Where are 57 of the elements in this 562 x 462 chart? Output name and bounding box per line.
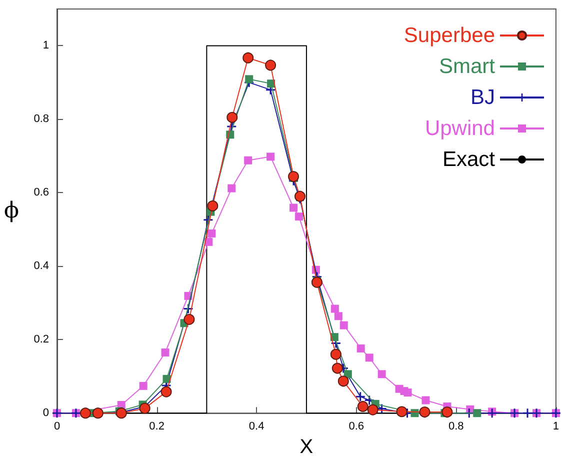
x-tick-label: 0.6 [348,420,364,433]
point [228,184,236,192]
point [523,408,532,418]
point [330,304,339,313]
point [344,370,352,378]
point [288,171,299,182]
point [184,314,195,325]
point [404,388,412,397]
point [365,354,374,362]
legend-label: BJ [470,86,495,109]
x-tick-label: 0 [54,420,60,433]
point [473,409,482,418]
point [265,60,276,71]
point [139,382,148,390]
point [340,321,348,330]
legend-label: Superbee [404,24,495,47]
point [244,156,252,164]
point [207,200,218,212]
point [332,362,343,374]
x-tick-label: 1 [552,420,560,433]
point [422,396,430,404]
point [396,406,408,418]
point [139,402,150,414]
point [334,312,342,320]
y-tick-label: 0.4 [34,260,49,272]
point [356,344,365,352]
point [367,404,378,416]
point [160,386,172,398]
legend-label: Smart [438,55,496,78]
x-tick-label: 0.2 [149,420,164,433]
point [245,75,254,84]
point [338,376,349,387]
y-tick-label: 1 [42,40,49,52]
point [161,348,170,356]
y-tick-label: 0.2 [34,334,49,346]
point [356,392,365,402]
y-tick-label: 0.6 [34,186,49,199]
y-tick-label: 0.8 [34,113,49,126]
point [330,348,342,360]
point [294,190,306,202]
legend-label: Upwind [424,117,495,140]
point [226,112,238,123]
x-tick-label: 0.8 [448,420,464,433]
point [266,152,275,161]
x-axis-title: X [300,436,314,458]
point [311,276,322,288]
y-axis-title: ϕ [4,198,19,224]
point [208,229,216,238]
point [294,212,303,221]
point [80,408,91,419]
point [242,52,254,64]
y-tick-label: 0 [42,407,49,420]
point [378,370,386,378]
x-tick-label: 0.4 [248,420,264,433]
point [357,400,368,412]
point [290,204,298,212]
legend-label: Exact [442,148,496,171]
